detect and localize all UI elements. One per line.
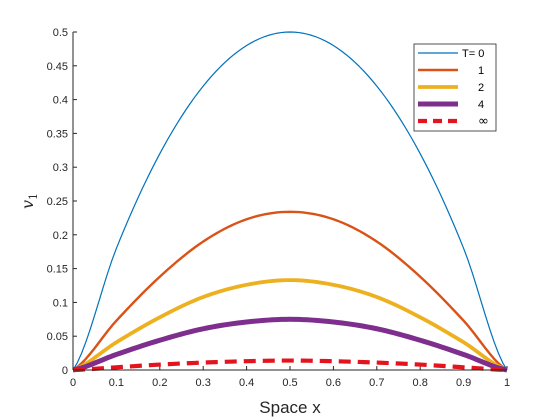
y-tick-label: 0.35 xyxy=(47,128,68,140)
x-tick-label: 0.4 xyxy=(239,377,254,389)
y-tick-label: 0.45 xyxy=(47,61,68,73)
series-lines xyxy=(72,31,508,373)
legend: T= 0 1 2 4 ∞ xyxy=(413,43,497,132)
series-line xyxy=(72,31,508,371)
x-tick-label: 1 xyxy=(504,377,510,389)
y-tick-label: 0.2 xyxy=(53,230,68,242)
series-line xyxy=(72,210,508,371)
y-tick-label: 0.15 xyxy=(47,264,68,276)
x-tick-label: 0.8 xyxy=(413,377,428,389)
x-axis: 0 0.1 0.2 0.3 0.4 0.5 0.6 0.7 0.8 0.9 1 xyxy=(70,366,510,389)
x-tick-label: 0.6 xyxy=(326,377,341,389)
x-tick-label: 0 xyxy=(70,377,76,389)
x-tick-label: 0.5 xyxy=(282,377,297,389)
legend-label: ∞ xyxy=(478,114,489,129)
x-tick-label: 0.3 xyxy=(196,377,211,389)
legend-entries: T= 0 1 2 4 ∞ xyxy=(418,48,489,129)
y-tick-label: 0.05 xyxy=(47,331,68,343)
legend-label: 4 xyxy=(478,99,484,111)
y-tick-label: 0.25 xyxy=(47,196,68,208)
x-tick-label: 0.7 xyxy=(369,377,384,389)
y-axis-title-subscript: 1 xyxy=(27,193,40,200)
y-tick-label: 0.3 xyxy=(53,162,68,174)
y-tick-label: 0 xyxy=(62,365,68,377)
x-tick-label: 0.1 xyxy=(109,377,124,389)
series-line xyxy=(72,278,508,372)
legend-label: 1 xyxy=(478,65,484,77)
x-tick-label: 0.9 xyxy=(456,377,471,389)
series-line xyxy=(72,358,508,373)
y-axis-title: v1 xyxy=(18,193,40,209)
y-tick-label: 0.5 xyxy=(53,27,68,39)
legend-label: 2 xyxy=(478,82,484,94)
y-axis-title-main: v xyxy=(18,200,37,209)
series-line xyxy=(72,316,508,373)
x-axis-title: Space x xyxy=(259,398,321,417)
y-tick-label: 0.4 xyxy=(53,95,68,107)
x-tick-label: 0.2 xyxy=(152,377,167,389)
y-axis: 0 0.05 0.1 0.15 0.2 0.25 0.3 0.35 0.4 0.45 0.5 xyxy=(47,27,77,377)
legend-label: T= 0 xyxy=(462,48,484,60)
y-tick-label: 0.1 xyxy=(53,297,68,309)
